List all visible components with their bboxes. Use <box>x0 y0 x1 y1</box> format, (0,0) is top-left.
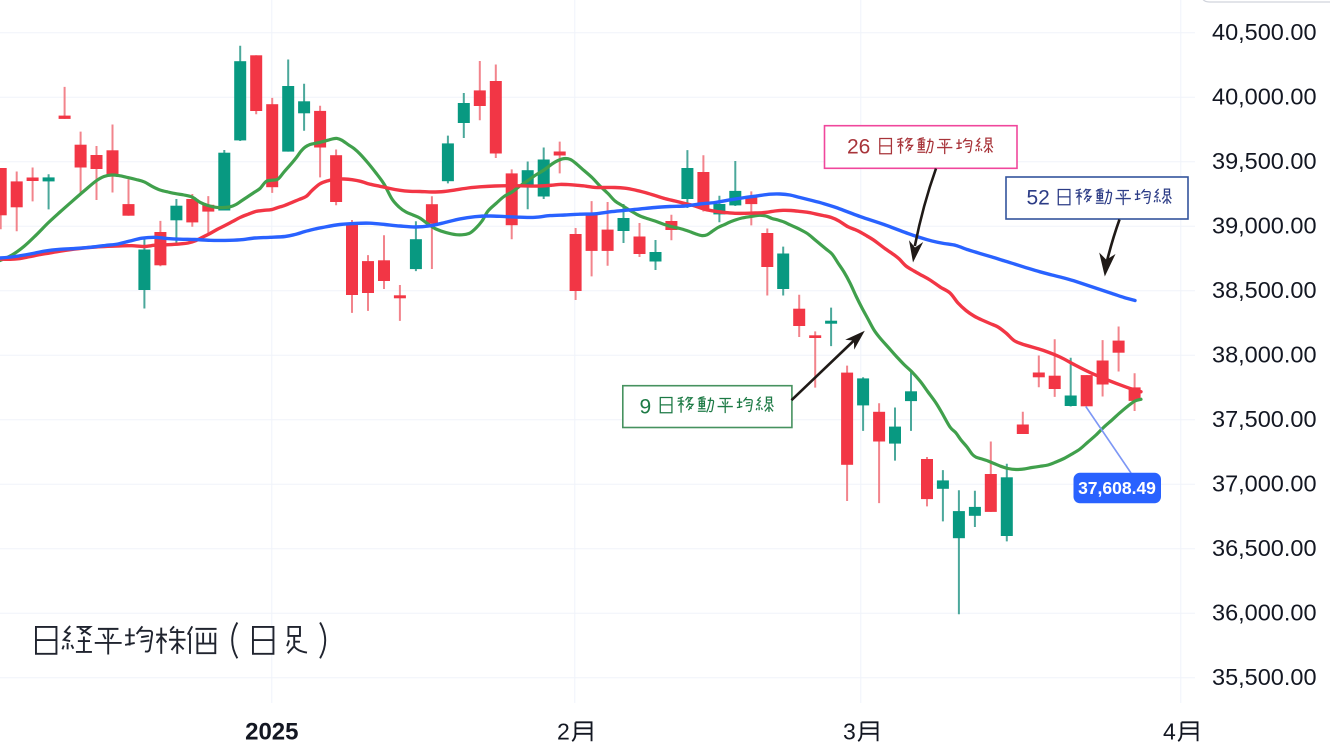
svg-text:37,608.49: 37,608.49 <box>1078 478 1156 498</box>
svg-text:38,500.00: 38,500.00 <box>1212 277 1317 303</box>
svg-text:4: 4 <box>1163 719 1176 745</box>
svg-text:40,000.00: 40,000.00 <box>1212 84 1317 110</box>
svg-text:2: 2 <box>557 719 570 745</box>
svg-text:38,000.00: 38,000.00 <box>1212 342 1317 368</box>
svg-text:36,000.00: 36,000.00 <box>1212 600 1317 626</box>
svg-text:39,000.00: 39,000.00 <box>1212 213 1317 239</box>
svg-text:26: 26 <box>847 136 870 159</box>
svg-text:39,500.00: 39,500.00 <box>1212 148 1317 174</box>
svg-text:52: 52 <box>1027 187 1050 210</box>
svg-text:35,500.00: 35,500.00 <box>1212 664 1317 690</box>
svg-text:2025: 2025 <box>245 719 298 746</box>
svg-text:36,500.00: 36,500.00 <box>1212 535 1317 561</box>
svg-text:3: 3 <box>843 719 856 745</box>
svg-text:37,500.00: 37,500.00 <box>1212 406 1317 432</box>
svg-text:40,500.00: 40,500.00 <box>1212 19 1317 45</box>
svg-text:9: 9 <box>640 396 652 419</box>
svg-text:37,000.00: 37,000.00 <box>1212 471 1317 497</box>
